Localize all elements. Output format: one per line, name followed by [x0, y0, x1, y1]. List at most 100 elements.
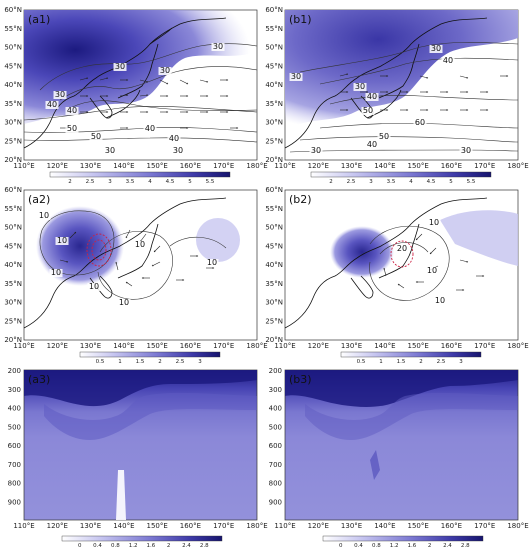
panel-a2-contour-label: 10	[207, 258, 217, 267]
panel-a1-contour-label: 30	[160, 66, 170, 75]
panel-b1-colorbar-label: 5.5	[467, 179, 476, 185]
panel-a2-contour-label: 10	[57, 236, 67, 245]
panel-b2-xtick: 120°E	[308, 342, 329, 350]
panel-a2-xtick: 140°E	[113, 342, 134, 350]
panel-a1-contour-label: 30	[213, 42, 223, 51]
panel-b3-spike	[370, 450, 380, 480]
panel-a1-contour-label: 40	[169, 134, 179, 143]
panel-a1-ytick: 20°N	[4, 156, 22, 164]
panel-b2-contour-label: 10	[429, 218, 439, 227]
panel-a2-blob	[36, 206, 124, 286]
panel-b1-contour-label: 30	[355, 82, 365, 91]
panel-b1-contour-label: 40	[367, 92, 377, 101]
panel-a1-xtick: 160°E	[180, 162, 201, 170]
panel-b1-ytick: 40°N	[265, 81, 283, 89]
panel-a3-deep-band	[24, 370, 257, 407]
panel-b1-xtick: 120°E	[308, 162, 329, 170]
panel-b1-contour-label-bg	[361, 107, 375, 115]
panel-b1-xtick: 130°E	[341, 162, 362, 170]
panel-b2-ytick: 40°N	[265, 261, 283, 269]
panel-b1-colorbar-label: 3.5	[387, 179, 396, 185]
panel-a3-colorbar-label: 2.4	[182, 543, 191, 549]
panel-b1-contour-label: 30	[311, 146, 321, 155]
panel-b2-contours	[369, 225, 450, 301]
panel-b3-ytick: 800	[269, 480, 282, 488]
panel-b2-colorbar-label: 0.5	[357, 359, 366, 365]
panel-a2-ytick: 30°N	[4, 299, 22, 307]
panel-b2-tag: (b2)	[289, 193, 312, 206]
panel-b2-colorbar-label: 2	[419, 359, 423, 365]
panel-a3	[23, 369, 258, 521]
panel-a3-ytick: 200	[8, 367, 21, 375]
panel-b2-colorbar-label: 3	[459, 359, 463, 365]
panel-a1-vectors	[60, 77, 239, 129]
panel-a2-contour-label-bg	[205, 259, 219, 267]
panel-a3-light-column	[116, 470, 126, 520]
panel-b3-xtick: 120°E	[308, 522, 329, 530]
panel-b3-colorbar-label: 0.8	[372, 543, 381, 549]
panel-b2-contour-label-bg	[395, 245, 409, 253]
panel-a2-xtick: 180°E	[246, 342, 267, 350]
panel-b3-ytick: 400	[269, 405, 282, 413]
panel-b3-xtick: 140°E	[374, 522, 395, 530]
panel-b2-colorbar-label: 1	[379, 359, 383, 365]
panel-a2-xtick: 160°E	[180, 342, 201, 350]
panel-a2-xtick: 170°E	[213, 342, 234, 350]
panel-b1-contour-label: 60	[415, 118, 425, 127]
panel-a2-ytick: 40°N	[4, 261, 22, 269]
panel-b3-xtick: 150°E	[407, 522, 428, 530]
panel-a3-colorbar-label: 0	[78, 543, 82, 549]
panel-b1-colorbar-label: 2.5	[347, 179, 356, 185]
panel-b3-colorbar-label: 0	[339, 543, 343, 549]
colorbar-b2	[340, 351, 482, 358]
panel-b1-contour-label-bg	[459, 147, 473, 155]
panel-a1-ytick: 30°N	[4, 119, 22, 127]
panel-b1-contour-label-bg	[441, 57, 455, 65]
panel-b2-xtick: 160°E	[441, 342, 462, 350]
panel-a2-contour-label: 10	[51, 268, 61, 277]
panel-b2-ytick: 20°N	[265, 336, 283, 344]
panel-a1-ytick: 45°N	[4, 62, 22, 70]
panel-a1-contour-label-bg	[65, 125, 79, 133]
panel-b1-ytick: 50°N	[265, 44, 283, 52]
panel-b1-xtick: 170°E	[474, 162, 495, 170]
panel-b1-xtick: 140°E	[374, 162, 395, 170]
panel-a1	[23, 9, 258, 161]
panel-a3-xtick: 160°E	[180, 522, 201, 530]
panel-a2-blob-east	[196, 218, 240, 262]
panel-b2-ytick: 45°N	[265, 242, 283, 250]
panel-b1-contour-label-bg	[289, 73, 303, 81]
panel-a1-tag: (a1)	[28, 13, 50, 26]
panel-b3-colorbar-label: 2.4	[443, 543, 452, 549]
panel-a2-contours	[39, 210, 227, 300]
panel-b1-ytick: 25°N	[265, 137, 283, 145]
panel-b1-colorbar-label: 5	[449, 179, 453, 185]
panel-b1-colorbar-label: 4.5	[427, 179, 436, 185]
panel-a1-contour-label: 40	[145, 124, 155, 133]
panel-b2-xtick: 150°E	[407, 342, 428, 350]
panel-a3-colorbar-label: 0.8	[111, 543, 120, 549]
panel-b3-deep-band	[285, 370, 518, 407]
panel-b2-xtick: 140°E	[374, 342, 395, 350]
panel-a3-colorbar-label: 1.6	[147, 543, 156, 549]
panel-b1-ytick: 45°N	[265, 62, 283, 70]
panel-a1-xtick: 180°E	[246, 162, 267, 170]
colorbar-a2	[79, 351, 221, 358]
text-layer: (a1) 60°N 55°N 50°N 45°N 40°N 35°N 30°N 25°N 20°N…	[4, 6, 528, 549]
panel-a2-contour-label-bg	[37, 212, 51, 220]
panel-a1-contour-label: 30	[55, 90, 65, 99]
panel-b2-contour-label: 20	[397, 244, 407, 253]
panel-b2-xtick: 110°E	[274, 342, 295, 350]
panel-b2-ytick: 35°N	[265, 280, 283, 288]
panel-b1-contour-label: 50	[379, 132, 389, 141]
panel-b1-contour-label: 30	[431, 44, 441, 53]
panel-a3-xtick: 130°E	[80, 522, 101, 530]
panel-a3-colorbar-label: 2.8	[200, 543, 209, 549]
panel-b3-colorbar-label: 0.4	[354, 543, 363, 549]
panel-a2-tag: (a2)	[28, 193, 50, 206]
panel-a1-contour-label: 40	[47, 100, 57, 109]
panel-b1-contour-label: 40	[367, 140, 377, 149]
panel-a1-contour-label: 50	[91, 132, 101, 141]
panel-a1-colorbar-label: 2	[68, 179, 72, 185]
panel-b3-ytick: 600	[269, 442, 282, 450]
